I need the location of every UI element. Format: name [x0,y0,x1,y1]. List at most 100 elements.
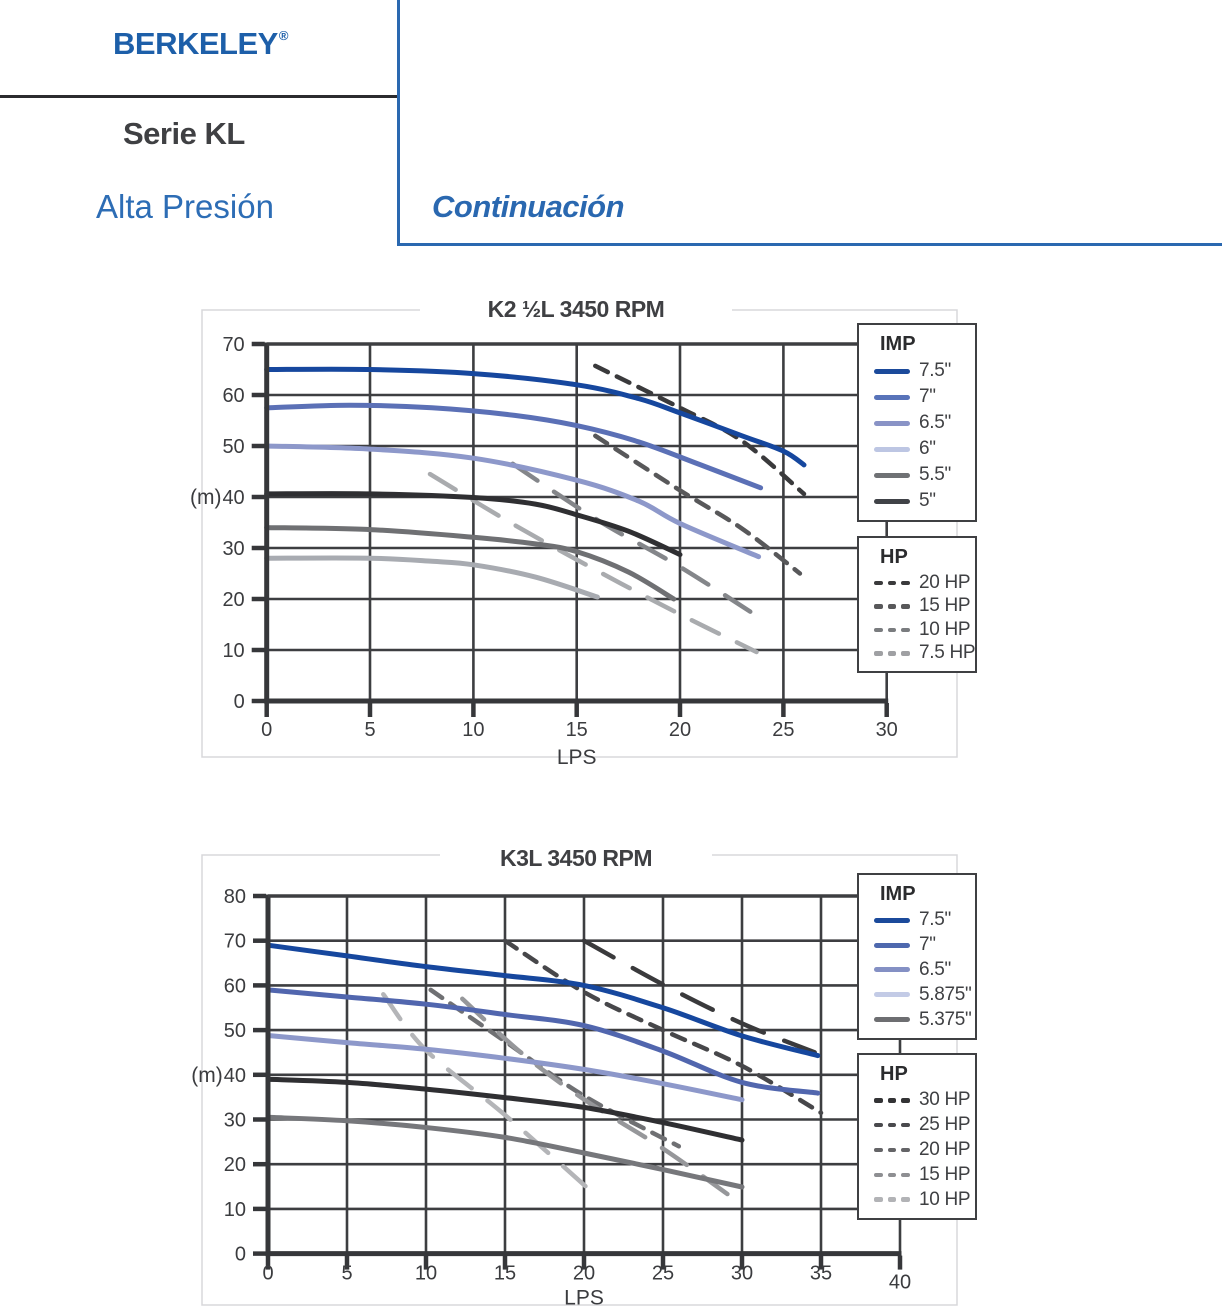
legend-item-6.5in: 6.5" [874,412,973,434]
y-tick-label-40: 40 [222,487,244,509]
legend-label: 5.875" [919,983,972,1005]
legend-item-5.375in: 5.375" [874,1009,973,1031]
legend-item-7in: 7" [874,934,973,956]
legend-item-30-HP: 30 HP [874,1089,973,1111]
x-tick-label-35: 35 [810,1263,832,1285]
y-tick-label-10: 10 [224,1199,246,1221]
x-axis-title: LPS [557,746,597,769]
legend-label: 30 HP [919,1089,971,1111]
dashed-line-swatch [874,580,911,585]
legend-item-6.5in: 6.5" [874,959,973,981]
brand-text: BERKELEY [113,26,278,61]
x-tick-label-20: 20 [669,719,691,741]
y-tick-label-40: 40 [224,1065,246,1087]
y-axis-title: (m) [190,486,221,509]
y-tick-label-70: 70 [224,931,246,953]
header-divider-dark [0,95,398,98]
x-tick-label-30: 30 [876,719,898,741]
y-tick-label-30: 30 [224,1110,246,1132]
y-tick-label-0: 0 [235,1244,246,1266]
y-tick-label-20: 20 [222,589,244,611]
x-tick-label-0: 0 [261,719,272,741]
header-divider-blue [397,243,1222,246]
chart-title: K3L 3450 RPM [440,844,712,873]
hp-legend-items: 30 HP 25 HP 20 HP 15 HP 10 HP [874,1088,973,1212]
legend-label: 6.5" [919,958,951,980]
legend-label: 7.5" [919,909,951,931]
series-HP-20 HP [428,987,682,1149]
solid-line-swatch [874,942,910,948]
solid-line-swatch [874,992,910,998]
legend-label: 5.375" [919,1008,972,1030]
legend-label: 5.5" [919,464,951,485]
page-subtitle: Alta Presión [96,188,274,225]
legend-item-7.5in: 7.5" [874,909,973,931]
legend-item-20-HP: 20 HP [874,572,973,594]
series-HP-20 HP [593,363,807,497]
series-IMP-6" [264,491,683,558]
dashed-line-swatch [874,1147,911,1153]
series-HP-15 HP [593,433,803,576]
legend-item-6in: 6" [874,438,973,460]
y-tick-label-30: 30 [222,538,244,560]
solid-line-swatch [874,472,910,478]
legend-item-7in: 7" [874,386,973,408]
x-tick-label-25: 25 [772,719,794,741]
legend-label: 20 HP [919,571,971,593]
series-HP-30 HP [581,938,817,1055]
y-tick-label-0: 0 [234,691,245,713]
solid-line-swatch [874,967,910,973]
y-tick-label-50: 50 [224,1020,246,1042]
x-tick-label-30: 30 [731,1263,753,1285]
series-HP-15 HP [460,996,738,1203]
x-tick-label-25: 25 [652,1263,674,1285]
chart-title: K2 ½L 3450 RPM [420,295,732,324]
continuation-label: Continuación [432,189,625,224]
y-tick-label-20: 20 [224,1154,246,1176]
hp-legend: HP 30 HP 25 HP 20 HP 15 HP 10 HP [857,1053,977,1220]
x-axis-title: LPS [564,1287,604,1310]
registered-mark: ® [278,28,289,43]
legend-label: 7" [919,386,936,407]
x-tick-label-5: 5 [341,1263,352,1285]
imp-legend-title: IMP [880,883,916,905]
solid-line-swatch [874,498,910,504]
series-IMP-7.5" [265,942,821,1059]
imp-legend: IMP 7.5" 7" 6.5" 6" 5.5" 5" [857,323,977,522]
y-tick-label-60: 60 [224,975,246,997]
legend-label: 10 HP [919,1188,971,1210]
x-tick-label-15: 15 [494,1263,516,1285]
legend-item-5.875in: 5.875" [874,984,973,1006]
y-tick-label-50: 50 [222,436,244,458]
imp-legend-items: 7.5" 7" 6.5" 6" 5.5" 5" [874,358,973,514]
hp-legend-title: HP [880,1063,908,1085]
legend-item-15-HP: 15 HP [874,1164,973,1186]
figure-border [201,309,958,758]
y-tick-label-60: 60 [222,385,244,407]
legend-label: 5" [919,490,936,511]
legend-item-5.5in: 5.5" [874,464,973,486]
series-IMP-5.875" [265,1076,745,1143]
legend-label: 25 HP [919,1114,971,1136]
dashed-line-swatch [874,651,911,656]
x-tick-label-10: 10 [462,719,484,741]
legend-item-10-HP: 10 HP [874,1189,973,1211]
series-IMP-5.375" [265,1114,745,1190]
legend-label: 15 HP [919,1163,971,1185]
x-tick-label-40: 40 [889,1272,911,1294]
hp-legend: HP 20 HP 15 HP 10 HP 7.5 HP [857,536,977,673]
solid-line-swatch [874,446,910,452]
imp-legend-title: IMP [880,333,916,355]
y-axis-title: (m) [191,1064,222,1087]
y-tick-label-70: 70 [222,334,244,356]
header-divider-vertical [397,0,400,244]
dashed-line-swatch [874,1172,911,1178]
legend-item-7.5-HP: 7.5 HP [874,642,976,664]
x-tick-label-20: 20 [573,1263,595,1285]
solid-line-swatch [874,368,910,374]
series-IMP-6.5" [265,1033,745,1103]
legend-item-25-HP: 25 HP [874,1114,973,1136]
brand-logo: BERKELEY® [113,26,288,62]
